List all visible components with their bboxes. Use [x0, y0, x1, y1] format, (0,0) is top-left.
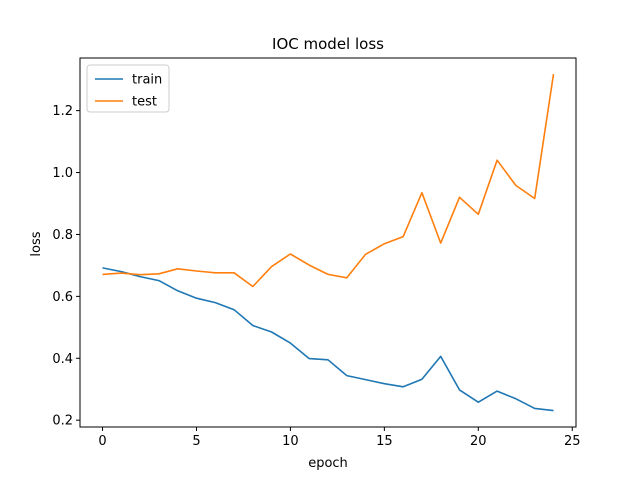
y-axis-label: loss — [29, 231, 44, 256]
series-line-test — [102, 73, 555, 288]
series-line-train — [102, 267, 554, 412]
y-tick-label: 1.2 — [52, 104, 73, 119]
x-tick-label: 25 — [564, 434, 581, 449]
axis-ticks: 0 5 10 15 20 25 0.2 0.4 0.6 0.8 1.0 1.2 — [52, 104, 580, 449]
x-tick-label: 10 — [282, 434, 299, 449]
legend: train test — [86, 64, 170, 113]
legend-label-test: test — [132, 95, 157, 110]
chart-title: IOC model loss — [272, 35, 384, 53]
axes-frame — [79, 57, 577, 428]
x-axis-label: epoch — [308, 456, 348, 471]
x-tick-label: 15 — [376, 434, 393, 449]
y-tick-label: 1.0 — [52, 166, 73, 181]
y-tick-label: 0.6 — [52, 290, 73, 305]
plot-area — [79, 57, 577, 428]
y-tick-label: 0.8 — [52, 228, 73, 243]
legend-label-train: train — [132, 73, 162, 88]
y-tick-label: 0.2 — [52, 414, 73, 429]
x-tick-label: 5 — [192, 434, 200, 449]
y-tick-label: 0.4 — [52, 352, 73, 367]
x-tick-label: 0 — [98, 434, 106, 449]
x-tick-label: 20 — [470, 434, 487, 449]
